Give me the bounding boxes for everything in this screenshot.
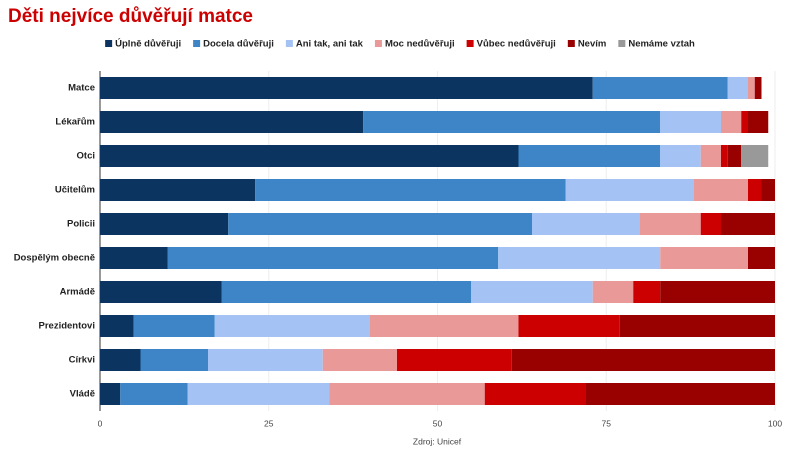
bar-segment <box>255 179 566 201</box>
bar-segment <box>100 281 222 303</box>
bar-segment <box>484 383 586 405</box>
bar-segment <box>100 111 364 133</box>
bar-segment <box>329 383 485 405</box>
category-label: Prezidentovi <box>39 321 96 332</box>
bar-segment <box>640 213 701 235</box>
bar-segment <box>228 213 532 235</box>
bar-segment <box>748 179 762 201</box>
bar-segment <box>741 145 769 167</box>
bar-segment <box>565 179 694 201</box>
bar-segment <box>100 349 141 371</box>
legend: Úplně důvěřuji Docela důvěřuji Ani tak, an… <box>105 38 695 50</box>
legend-label: Ani tak, ani tak <box>296 39 364 50</box>
legend-label: Nevím <box>578 39 607 50</box>
legend-swatch <box>193 40 201 47</box>
bar-segment <box>592 77 728 99</box>
bar-segment <box>660 281 775 303</box>
bar-segment <box>140 349 208 371</box>
bar-segment <box>100 179 256 201</box>
bar-segment <box>214 315 370 337</box>
bar-segment <box>100 145 519 167</box>
bar-segment <box>700 213 721 235</box>
bar-segment <box>100 213 229 235</box>
category-label: Církvi <box>69 355 95 366</box>
category-label: Armádě <box>60 287 95 298</box>
bar-segment <box>586 383 775 405</box>
bar-segment <box>100 77 593 99</box>
bar-segment <box>660 145 701 167</box>
legend-label: Úplně důvěřuji <box>115 38 181 50</box>
x-tick-label: 100 <box>768 418 782 428</box>
category-label: Lékařům <box>55 117 95 128</box>
bar-segment <box>511 349 775 371</box>
bar-segment <box>100 315 134 337</box>
bar-segment <box>660 111 721 133</box>
category-label: Učitelům <box>55 185 95 196</box>
bar-segment <box>633 281 661 303</box>
x-tick-label: 75 <box>602 418 612 428</box>
bar-segment <box>741 111 748 133</box>
bar-segment <box>754 77 762 99</box>
bar-segment <box>761 179 775 201</box>
bar-segment <box>694 179 748 201</box>
bar-segment <box>322 349 397 371</box>
legend-swatch <box>618 40 626 47</box>
bar-segment <box>221 281 472 303</box>
legend-label: Docela důvěřuji <box>203 39 274 50</box>
bar-segment <box>660 247 748 269</box>
bar-segment <box>532 213 640 235</box>
bar-segment <box>167 247 499 269</box>
x-tick-label: 0 <box>98 418 103 428</box>
bar-segment <box>748 247 775 269</box>
bar-segment <box>592 281 634 303</box>
bar-segment <box>518 315 620 337</box>
bar-segment <box>100 247 168 269</box>
bar-segment <box>471 281 593 303</box>
bar-segment <box>748 77 755 99</box>
bar-segment <box>727 145 742 167</box>
chart-title: Děti nejvíce důvěřují matce <box>8 6 253 27</box>
source: Zdroj: Unicef <box>413 436 462 446</box>
bar-segment <box>363 111 661 133</box>
bar-segment <box>370 315 519 337</box>
bar-segment <box>727 77 748 99</box>
legend-label: Nemáme vztah <box>628 39 695 50</box>
bar-segment <box>518 145 661 167</box>
category-label: Dospělým obecně <box>14 253 95 264</box>
bar-segment <box>498 247 661 269</box>
legend-swatch <box>466 40 474 47</box>
bar-segment <box>721 213 775 235</box>
category-label: Vládě <box>70 389 95 400</box>
bar-segment <box>187 383 330 405</box>
category-label: Matce <box>68 83 95 94</box>
bar-segment <box>748 111 769 133</box>
x-tick-label: 50 <box>433 418 443 428</box>
x-tick-label: 25 <box>264 418 274 428</box>
legend-label: Moc nedůvěřuji <box>385 39 455 50</box>
category-label: Policii <box>67 219 95 230</box>
bar-segment <box>397 349 512 371</box>
bar-segment <box>619 315 775 337</box>
category-label: Otci <box>77 151 95 162</box>
bar-segment <box>208 349 323 371</box>
bar-segment <box>133 315 215 337</box>
legend-swatch <box>285 40 293 47</box>
legend-swatch <box>567 40 575 47</box>
bar-segment <box>100 383 121 405</box>
bar-segment <box>120 383 188 405</box>
legend-swatch <box>374 40 382 47</box>
bar-segment <box>700 145 721 167</box>
legend-label: Vůbec nedůvěřuji <box>477 39 556 50</box>
legend-swatch <box>105 40 113 47</box>
bar-segment <box>721 145 728 167</box>
bar-segment <box>721 111 742 133</box>
